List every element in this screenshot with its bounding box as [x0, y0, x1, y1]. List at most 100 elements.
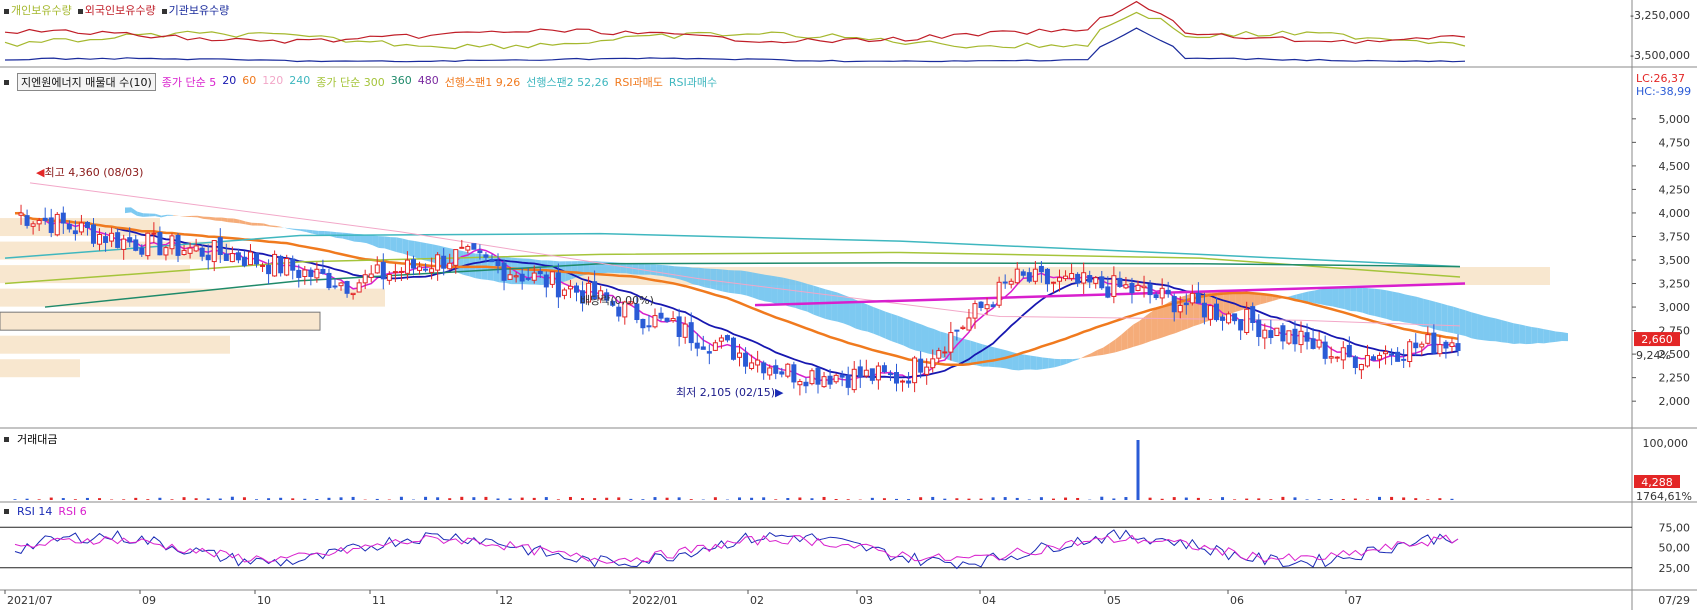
volume-bar: [1124, 497, 1127, 500]
volume-bar: [400, 497, 403, 500]
ichimoku-cloud-segment: [916, 323, 922, 352]
ichimoku-cloud-segment: [379, 236, 385, 248]
x-tick-label: 06: [1230, 594, 1244, 607]
volume-bar: [1293, 497, 1296, 500]
ichimoku-cloud-segment: [680, 267, 686, 282]
ichimoku-cloud-segment: [1453, 307, 1459, 335]
volume-bar: [1100, 497, 1103, 500]
candle-down: [1251, 307, 1255, 323]
candle-up: [466, 246, 470, 250]
legend-institution: 기관보유수량: [162, 2, 230, 18]
candle-up: [31, 224, 35, 226]
volume-bar: [1281, 497, 1284, 500]
ichimoku-cloud-segment: [1025, 355, 1031, 370]
x-tick-label: 04: [982, 594, 996, 607]
ichimoku-cloud-segment: [644, 264, 650, 275]
legend-item-11: RSI과매수: [669, 74, 717, 90]
volume-bar: [810, 498, 813, 500]
volume-bar: [74, 499, 77, 500]
candle-down: [538, 271, 542, 273]
candle-up: [1178, 305, 1182, 311]
candle-down: [25, 216, 29, 226]
candle-down: [1214, 304, 1218, 320]
volume-bar: [1269, 499, 1272, 500]
candle-down: [520, 274, 524, 281]
volume-bar: [460, 497, 463, 500]
high-annotation: ◀최고 4,360 (08/03): [36, 164, 143, 180]
x-right-label: 07/29: [1658, 594, 1690, 607]
candle-up: [810, 371, 814, 384]
candle-up: [170, 236, 174, 249]
candle-down: [158, 233, 162, 255]
candle-up: [1227, 314, 1231, 323]
ichimoku-cloud-segment: [1544, 329, 1550, 343]
ichimoku-cloud-segment: [1538, 328, 1544, 344]
volume-bar: [26, 499, 29, 500]
ichimoku-cloud-segment: [729, 270, 735, 293]
volume-bar: [1149, 498, 1152, 500]
candle-down: [707, 352, 711, 354]
candle-up: [303, 270, 307, 276]
ichimoku-cloud-segment: [1333, 288, 1339, 308]
candle-down: [116, 233, 120, 248]
candle-down: [1414, 343, 1418, 348]
volume-bar: [1450, 499, 1453, 500]
price-tick-label: 2,250: [1659, 372, 1691, 385]
x-tick-label: 10: [257, 594, 271, 607]
ichimoku-cloud-segment: [904, 318, 910, 348]
candle-up: [937, 351, 941, 359]
price-tick-label: 4,250: [1659, 183, 1691, 196]
candle-up: [1245, 309, 1249, 332]
stock-title[interactable]: 지엔원에너지 매물대 수(10): [17, 73, 156, 91]
volume-bar: [1185, 498, 1188, 500]
candle-down: [140, 248, 144, 254]
candle-up: [768, 368, 772, 375]
candle-down: [828, 376, 832, 384]
candle-up: [1033, 269, 1037, 281]
candle-up: [1136, 285, 1140, 290]
volume-bar: [666, 498, 669, 500]
legend-rsi6: RSI 6: [58, 505, 86, 518]
ichimoku-cloud-segment: [801, 282, 807, 312]
candle-up: [532, 273, 536, 280]
rsi-tick-label: 75,00: [1659, 521, 1691, 534]
x-tick-label: 05: [1107, 594, 1121, 607]
candle-down: [1039, 266, 1043, 271]
candle-up: [713, 343, 717, 351]
candle-up: [182, 251, 186, 255]
ichimoku-cloud-segment: [886, 312, 892, 342]
candle-down: [1257, 320, 1261, 336]
candle-up: [1070, 274, 1074, 279]
volume-bar: [678, 497, 681, 500]
candle-up: [357, 283, 361, 292]
volume-bar: [762, 497, 765, 500]
ichimoku-cloud-segment: [1037, 357, 1043, 370]
ichimoku-cloud-segment: [385, 236, 391, 250]
legend-item-9: 선행스팬2 52,26: [526, 74, 608, 90]
ichimoku-cloud-segment: [1526, 326, 1532, 344]
volume-bar: [170, 499, 173, 500]
candle-down: [544, 275, 548, 287]
ichimoku-cloud-segment: [415, 241, 421, 259]
candle-down: [1166, 290, 1170, 293]
volume-bar: [509, 498, 512, 500]
candle-down: [67, 224, 71, 229]
candle-down: [955, 330, 959, 331]
ichimoku-cloud-segment: [759, 274, 765, 302]
legend-item-10: RSI과매도: [615, 74, 663, 90]
candle-up: [430, 269, 434, 273]
volume-bar: [1052, 499, 1055, 500]
ichimoku-cloud-segment: [723, 269, 729, 292]
x-tick-label: 09: [142, 594, 156, 607]
candle-up: [1335, 357, 1339, 358]
ichimoku-cloud-segment: [149, 214, 155, 217]
ichimoku-cloud-segment: [922, 325, 928, 354]
candle-up: [285, 259, 289, 275]
ichimoku-cloud-segment: [1381, 289, 1387, 319]
volume-bar: [1076, 498, 1079, 500]
price-tick-label: 5,000: [1659, 113, 1691, 126]
price-tick-label: 4,000: [1659, 207, 1691, 220]
ichimoku-cloud-segment: [1471, 312, 1477, 339]
